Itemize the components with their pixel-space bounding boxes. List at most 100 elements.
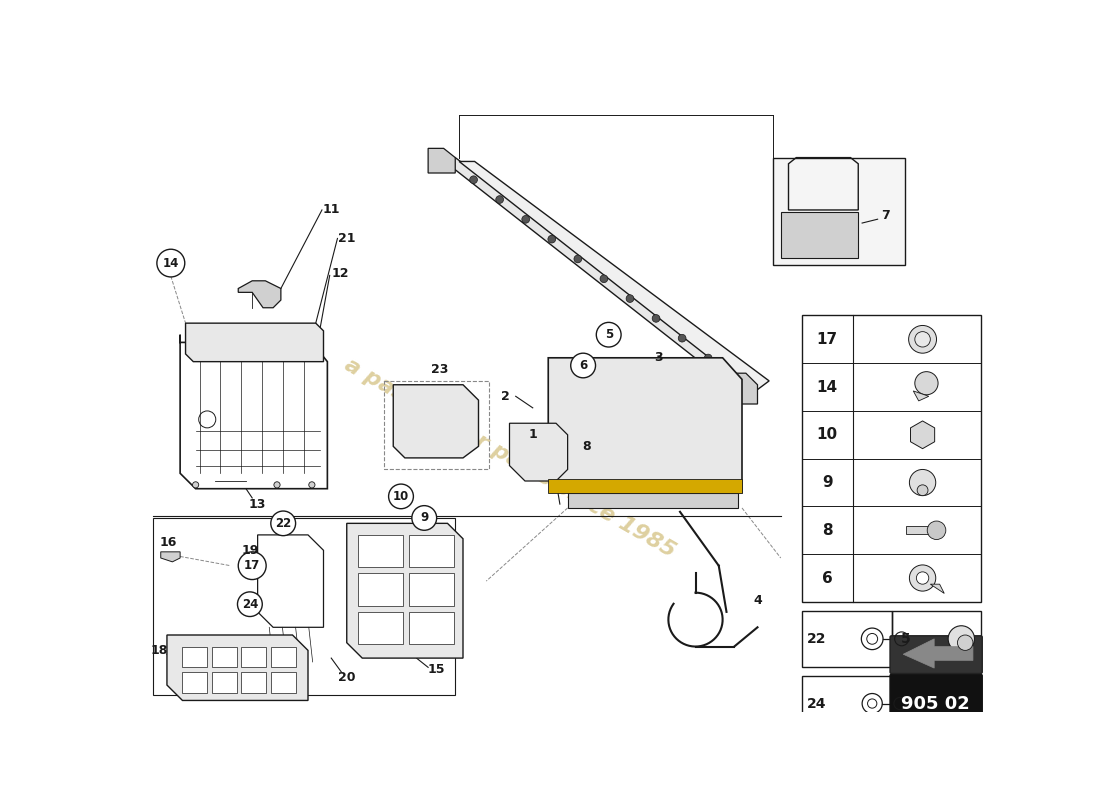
Text: 9: 9 xyxy=(822,475,833,490)
Text: 19: 19 xyxy=(241,544,258,557)
Text: 11: 11 xyxy=(322,203,340,217)
Text: 10: 10 xyxy=(816,427,838,442)
Polygon shape xyxy=(773,158,904,266)
FancyBboxPatch shape xyxy=(359,612,404,644)
Circle shape xyxy=(730,374,738,382)
Circle shape xyxy=(238,592,262,617)
Circle shape xyxy=(271,511,296,536)
Circle shape xyxy=(600,275,608,282)
Circle shape xyxy=(157,250,185,277)
Circle shape xyxy=(927,521,946,539)
Polygon shape xyxy=(161,552,180,562)
FancyBboxPatch shape xyxy=(359,535,404,567)
Text: 2: 2 xyxy=(502,390,510,403)
Text: 6: 6 xyxy=(579,359,587,372)
Text: 14: 14 xyxy=(163,257,179,270)
FancyBboxPatch shape xyxy=(241,646,266,667)
Polygon shape xyxy=(428,148,455,173)
Text: 17: 17 xyxy=(244,559,261,572)
Text: 5: 5 xyxy=(901,632,911,646)
Polygon shape xyxy=(394,385,478,458)
Text: 17: 17 xyxy=(816,332,838,347)
Text: 3: 3 xyxy=(654,351,662,364)
Polygon shape xyxy=(167,635,308,701)
Polygon shape xyxy=(568,493,738,508)
Polygon shape xyxy=(186,323,323,362)
Circle shape xyxy=(574,255,582,263)
Bar xyxy=(905,526,933,534)
Circle shape xyxy=(411,506,437,530)
Circle shape xyxy=(915,332,931,347)
Text: 7: 7 xyxy=(881,209,890,222)
Text: 9: 9 xyxy=(420,511,428,525)
FancyBboxPatch shape xyxy=(409,574,453,606)
Circle shape xyxy=(909,326,936,353)
Text: 22: 22 xyxy=(275,517,292,530)
Circle shape xyxy=(239,552,266,579)
Text: 6: 6 xyxy=(822,570,833,586)
FancyBboxPatch shape xyxy=(409,612,453,644)
Polygon shape xyxy=(509,423,568,481)
FancyBboxPatch shape xyxy=(271,672,296,693)
Polygon shape xyxy=(903,639,974,668)
Text: 23: 23 xyxy=(431,363,449,376)
Text: 1: 1 xyxy=(528,428,537,442)
FancyBboxPatch shape xyxy=(548,478,742,493)
Circle shape xyxy=(916,572,928,584)
Text: 15: 15 xyxy=(427,663,444,676)
Circle shape xyxy=(548,235,556,243)
Polygon shape xyxy=(726,373,758,404)
Text: 4: 4 xyxy=(754,594,762,607)
Circle shape xyxy=(443,156,451,164)
FancyBboxPatch shape xyxy=(890,674,982,733)
Circle shape xyxy=(948,626,975,652)
Text: 10: 10 xyxy=(393,490,409,503)
Circle shape xyxy=(309,482,315,488)
FancyBboxPatch shape xyxy=(241,672,266,693)
Circle shape xyxy=(521,215,529,223)
Circle shape xyxy=(192,482,199,488)
Circle shape xyxy=(470,176,477,183)
Circle shape xyxy=(957,635,974,650)
FancyBboxPatch shape xyxy=(212,646,236,667)
FancyBboxPatch shape xyxy=(212,672,236,693)
Text: 24: 24 xyxy=(242,598,258,610)
Text: 21: 21 xyxy=(338,232,355,245)
Text: 16: 16 xyxy=(160,536,177,549)
Polygon shape xyxy=(931,584,944,594)
Circle shape xyxy=(679,334,686,342)
Polygon shape xyxy=(346,523,463,658)
Circle shape xyxy=(910,470,936,496)
Text: 22: 22 xyxy=(806,632,826,646)
FancyBboxPatch shape xyxy=(890,636,982,674)
FancyBboxPatch shape xyxy=(359,574,404,606)
Circle shape xyxy=(274,482,280,488)
Circle shape xyxy=(571,353,595,378)
FancyBboxPatch shape xyxy=(271,646,296,667)
Polygon shape xyxy=(239,281,280,308)
Polygon shape xyxy=(548,358,742,493)
Text: 24: 24 xyxy=(806,697,826,710)
Circle shape xyxy=(704,354,712,362)
Circle shape xyxy=(915,372,938,394)
Circle shape xyxy=(652,314,660,322)
Text: 20: 20 xyxy=(338,671,355,684)
Text: 8: 8 xyxy=(583,440,592,453)
Text: 13: 13 xyxy=(249,498,266,510)
Text: 905 02: 905 02 xyxy=(901,694,970,713)
FancyBboxPatch shape xyxy=(781,211,858,258)
Circle shape xyxy=(910,565,936,591)
Polygon shape xyxy=(913,391,928,401)
Circle shape xyxy=(917,485,928,496)
Polygon shape xyxy=(459,162,769,393)
Text: a passion for parts since 1985: a passion for parts since 1985 xyxy=(341,354,679,562)
Circle shape xyxy=(626,294,634,302)
Text: 14: 14 xyxy=(816,379,838,394)
FancyBboxPatch shape xyxy=(409,535,453,567)
FancyBboxPatch shape xyxy=(183,646,207,667)
Polygon shape xyxy=(440,158,750,389)
Circle shape xyxy=(388,484,414,509)
Circle shape xyxy=(596,322,622,347)
Text: 18: 18 xyxy=(151,644,168,657)
FancyBboxPatch shape xyxy=(183,672,207,693)
